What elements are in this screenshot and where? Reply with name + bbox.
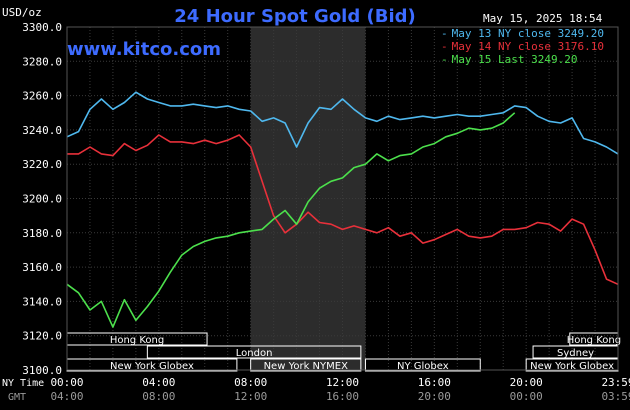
session-label: NY Globex	[397, 361, 449, 372]
x-tick-label-gmt: 08:00	[142, 390, 175, 403]
x-tick-label-ny: 12:00	[326, 376, 359, 389]
y-axis-label: USD/oz	[2, 6, 42, 19]
series-line-2	[66, 112, 516, 328]
session-label: Hong Kong	[110, 335, 164, 346]
session-bar	[364, 358, 481, 372]
y-tick-label: 3280.0	[22, 55, 62, 68]
y-tick-label: 3200.0	[22, 193, 62, 206]
x-tick-label-gmt: 03:59	[601, 390, 630, 403]
y-tick-label: 3220.0	[22, 158, 62, 171]
legend-item-may13: - May 13 NY close 3249.20	[441, 27, 604, 40]
watermark: www.kitco.com	[67, 39, 221, 60]
session-bar	[146, 345, 362, 359]
session-label: New York Globex	[530, 361, 614, 372]
legend-label-may15: May 15 Last 3249.20	[452, 53, 578, 66]
x-tick-label-gmt: 04:00	[50, 390, 83, 403]
session-label: New York Globex	[110, 361, 194, 372]
legend-label-may13: May 13 NY close 3249.20	[452, 27, 604, 40]
x-tick-label-gmt: 16:00	[326, 390, 359, 403]
y-tick-label: 3120.0	[22, 330, 62, 343]
x-tick-label-ny: 16:00	[418, 376, 451, 389]
y-tick-label: 3300.0	[22, 21, 62, 34]
legend-item-may14: - May 14 NY close 3176.10	[441, 40, 604, 53]
session-label: Sydney	[557, 348, 594, 359]
x-tick-label-ny: 08:00	[234, 376, 267, 389]
session-label: New York NYMEX	[264, 361, 349, 372]
session-label: London	[236, 348, 273, 359]
y-tick-label: 3240.0	[22, 124, 62, 137]
x-tick-label-gmt: 00:00	[510, 390, 543, 403]
series-line-0	[66, 91, 619, 155]
timestamp: May 15, 2025 18:54	[483, 12, 603, 25]
y-tick-label: 3100.0	[22, 364, 62, 377]
x-tick-label-gmt: 20:00	[418, 390, 451, 403]
x-tick-label-gmt: 12:00	[234, 390, 267, 403]
series-line-1	[67, 134, 619, 286]
y-tick-label: 3140.0	[22, 295, 62, 308]
x-row-label-gmt: GMT	[8, 392, 26, 403]
legend-label-may14: May 14 NY close 3176.10	[452, 40, 604, 53]
y-tick-label: 3160.0	[22, 261, 62, 274]
session-label: Hong Kong	[567, 335, 621, 346]
x-tick-label-ny: 23:59	[601, 376, 630, 389]
legend-item-may15: - May 15 Last 3249.20	[441, 53, 577, 66]
chart-title: 24 Hour Spot Gold (Bid)	[174, 6, 415, 27]
y-tick-label: 3260.0	[22, 90, 62, 103]
session-bar	[250, 358, 362, 372]
y-tick-label: 3180.0	[22, 227, 62, 240]
plot-frame	[66, 26, 619, 371]
x-row-label-ny: NY Time	[2, 378, 44, 389]
legend: - May 13 NY close 3249.20 - May 14 NY clos…	[441, 27, 604, 66]
x-tick-label-ny: 04:00	[142, 376, 175, 389]
x-tick-label-ny: 20:00	[510, 376, 543, 389]
x-tick-label-ny: 00:00	[50, 376, 83, 389]
